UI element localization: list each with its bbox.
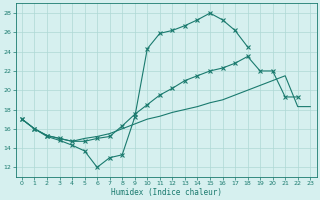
X-axis label: Humidex (Indice chaleur): Humidex (Indice chaleur) [111,188,221,197]
